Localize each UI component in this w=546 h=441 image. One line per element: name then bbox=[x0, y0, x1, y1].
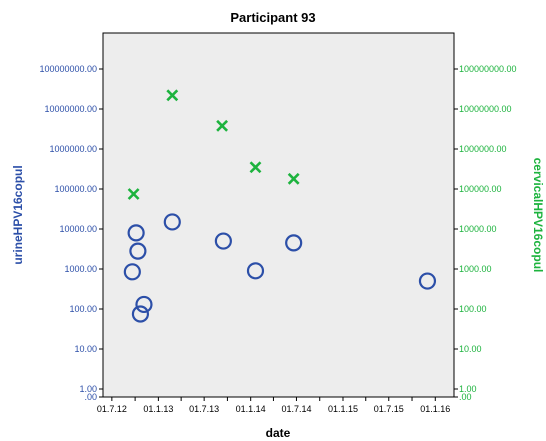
urine-point bbox=[214, 232, 232, 250]
x-axis-label: date bbox=[266, 426, 291, 440]
y-right-tick-label: 100.00 bbox=[459, 304, 487, 314]
y-right-tick-label: 1000000.00 bbox=[459, 144, 507, 154]
cervical-point bbox=[127, 188, 140, 200]
y-left-tick-label: 10000000.00 bbox=[44, 104, 97, 114]
x-tick-label: 01.1.15 bbox=[328, 404, 358, 414]
y-right-tick-label: .00 bbox=[459, 392, 472, 402]
x-tick-label: 01.1.16 bbox=[420, 404, 450, 414]
y-right-tick-label: 10.00 bbox=[459, 344, 482, 354]
y-axis-left-label: urineHPV16copul bbox=[11, 165, 25, 264]
y-left-tick-label: 100.00 bbox=[69, 304, 97, 314]
urine-point bbox=[246, 262, 265, 280]
x-tick-label: 01.1.14 bbox=[236, 404, 266, 414]
y-left-tick-label: 10.00 bbox=[74, 344, 97, 354]
y-right-tick-label: 1000.00 bbox=[459, 264, 492, 274]
y-left-tick-label: 100000.00 bbox=[54, 184, 97, 194]
urine-point bbox=[135, 295, 153, 314]
cervical-point bbox=[216, 119, 229, 132]
y-axis-right: 100000000.00 10000000.00 1000000.00 100000.… bbox=[454, 64, 517, 402]
y-left-tick-label: 100000000.00 bbox=[39, 64, 97, 74]
y-right-tick-label: 10000.00 bbox=[459, 224, 497, 234]
x-tick-label: 01.1.13 bbox=[143, 404, 173, 414]
chart-title: Participant 93 bbox=[230, 10, 315, 25]
y-left-tick-label: 1.00 bbox=[79, 384, 97, 394]
y-right-tick-label: 100000.00 bbox=[459, 184, 502, 194]
plot-area bbox=[102, 32, 455, 398]
urine-point bbox=[285, 234, 303, 252]
urine-point bbox=[127, 224, 145, 242]
y-axis-right-label: cervicalHPV16copul bbox=[531, 158, 545, 273]
urine-point bbox=[123, 263, 141, 281]
urine-point bbox=[129, 242, 147, 260]
y-axis-left: 100000000.00 10000000.00 1000000.00 100000.… bbox=[39, 64, 103, 402]
y-left-tick-label: .00 bbox=[84, 392, 97, 402]
cervical-point bbox=[287, 172, 300, 185]
x-tick-label: 01.7.15 bbox=[374, 404, 404, 414]
data-markers bbox=[123, 89, 437, 323]
y-left-tick-label: 1000.00 bbox=[64, 264, 97, 274]
urine-point bbox=[163, 213, 181, 231]
x-tick-label: 01.7.12 bbox=[97, 404, 127, 414]
cervical-point bbox=[166, 89, 179, 102]
x-tick-label: 01.7.14 bbox=[281, 404, 311, 414]
x-tick-label: 01.7.13 bbox=[189, 404, 219, 414]
x-axis: 01.7.12 01.1.13 01.7.13 01.1.14 01.7.14 01.1.… bbox=[97, 397, 450, 414]
urine-point bbox=[418, 272, 437, 290]
y-right-tick-label: 10000000.00 bbox=[459, 104, 512, 114]
y-left-tick-label: 10000.00 bbox=[59, 224, 97, 234]
cervical-point bbox=[249, 161, 262, 174]
y-right-tick-label: 1.00 bbox=[459, 384, 477, 394]
urine-point bbox=[131, 305, 150, 323]
y-right-tick-label: 100000000.00 bbox=[459, 64, 517, 74]
y-left-tick-label: 1000000.00 bbox=[49, 144, 97, 154]
